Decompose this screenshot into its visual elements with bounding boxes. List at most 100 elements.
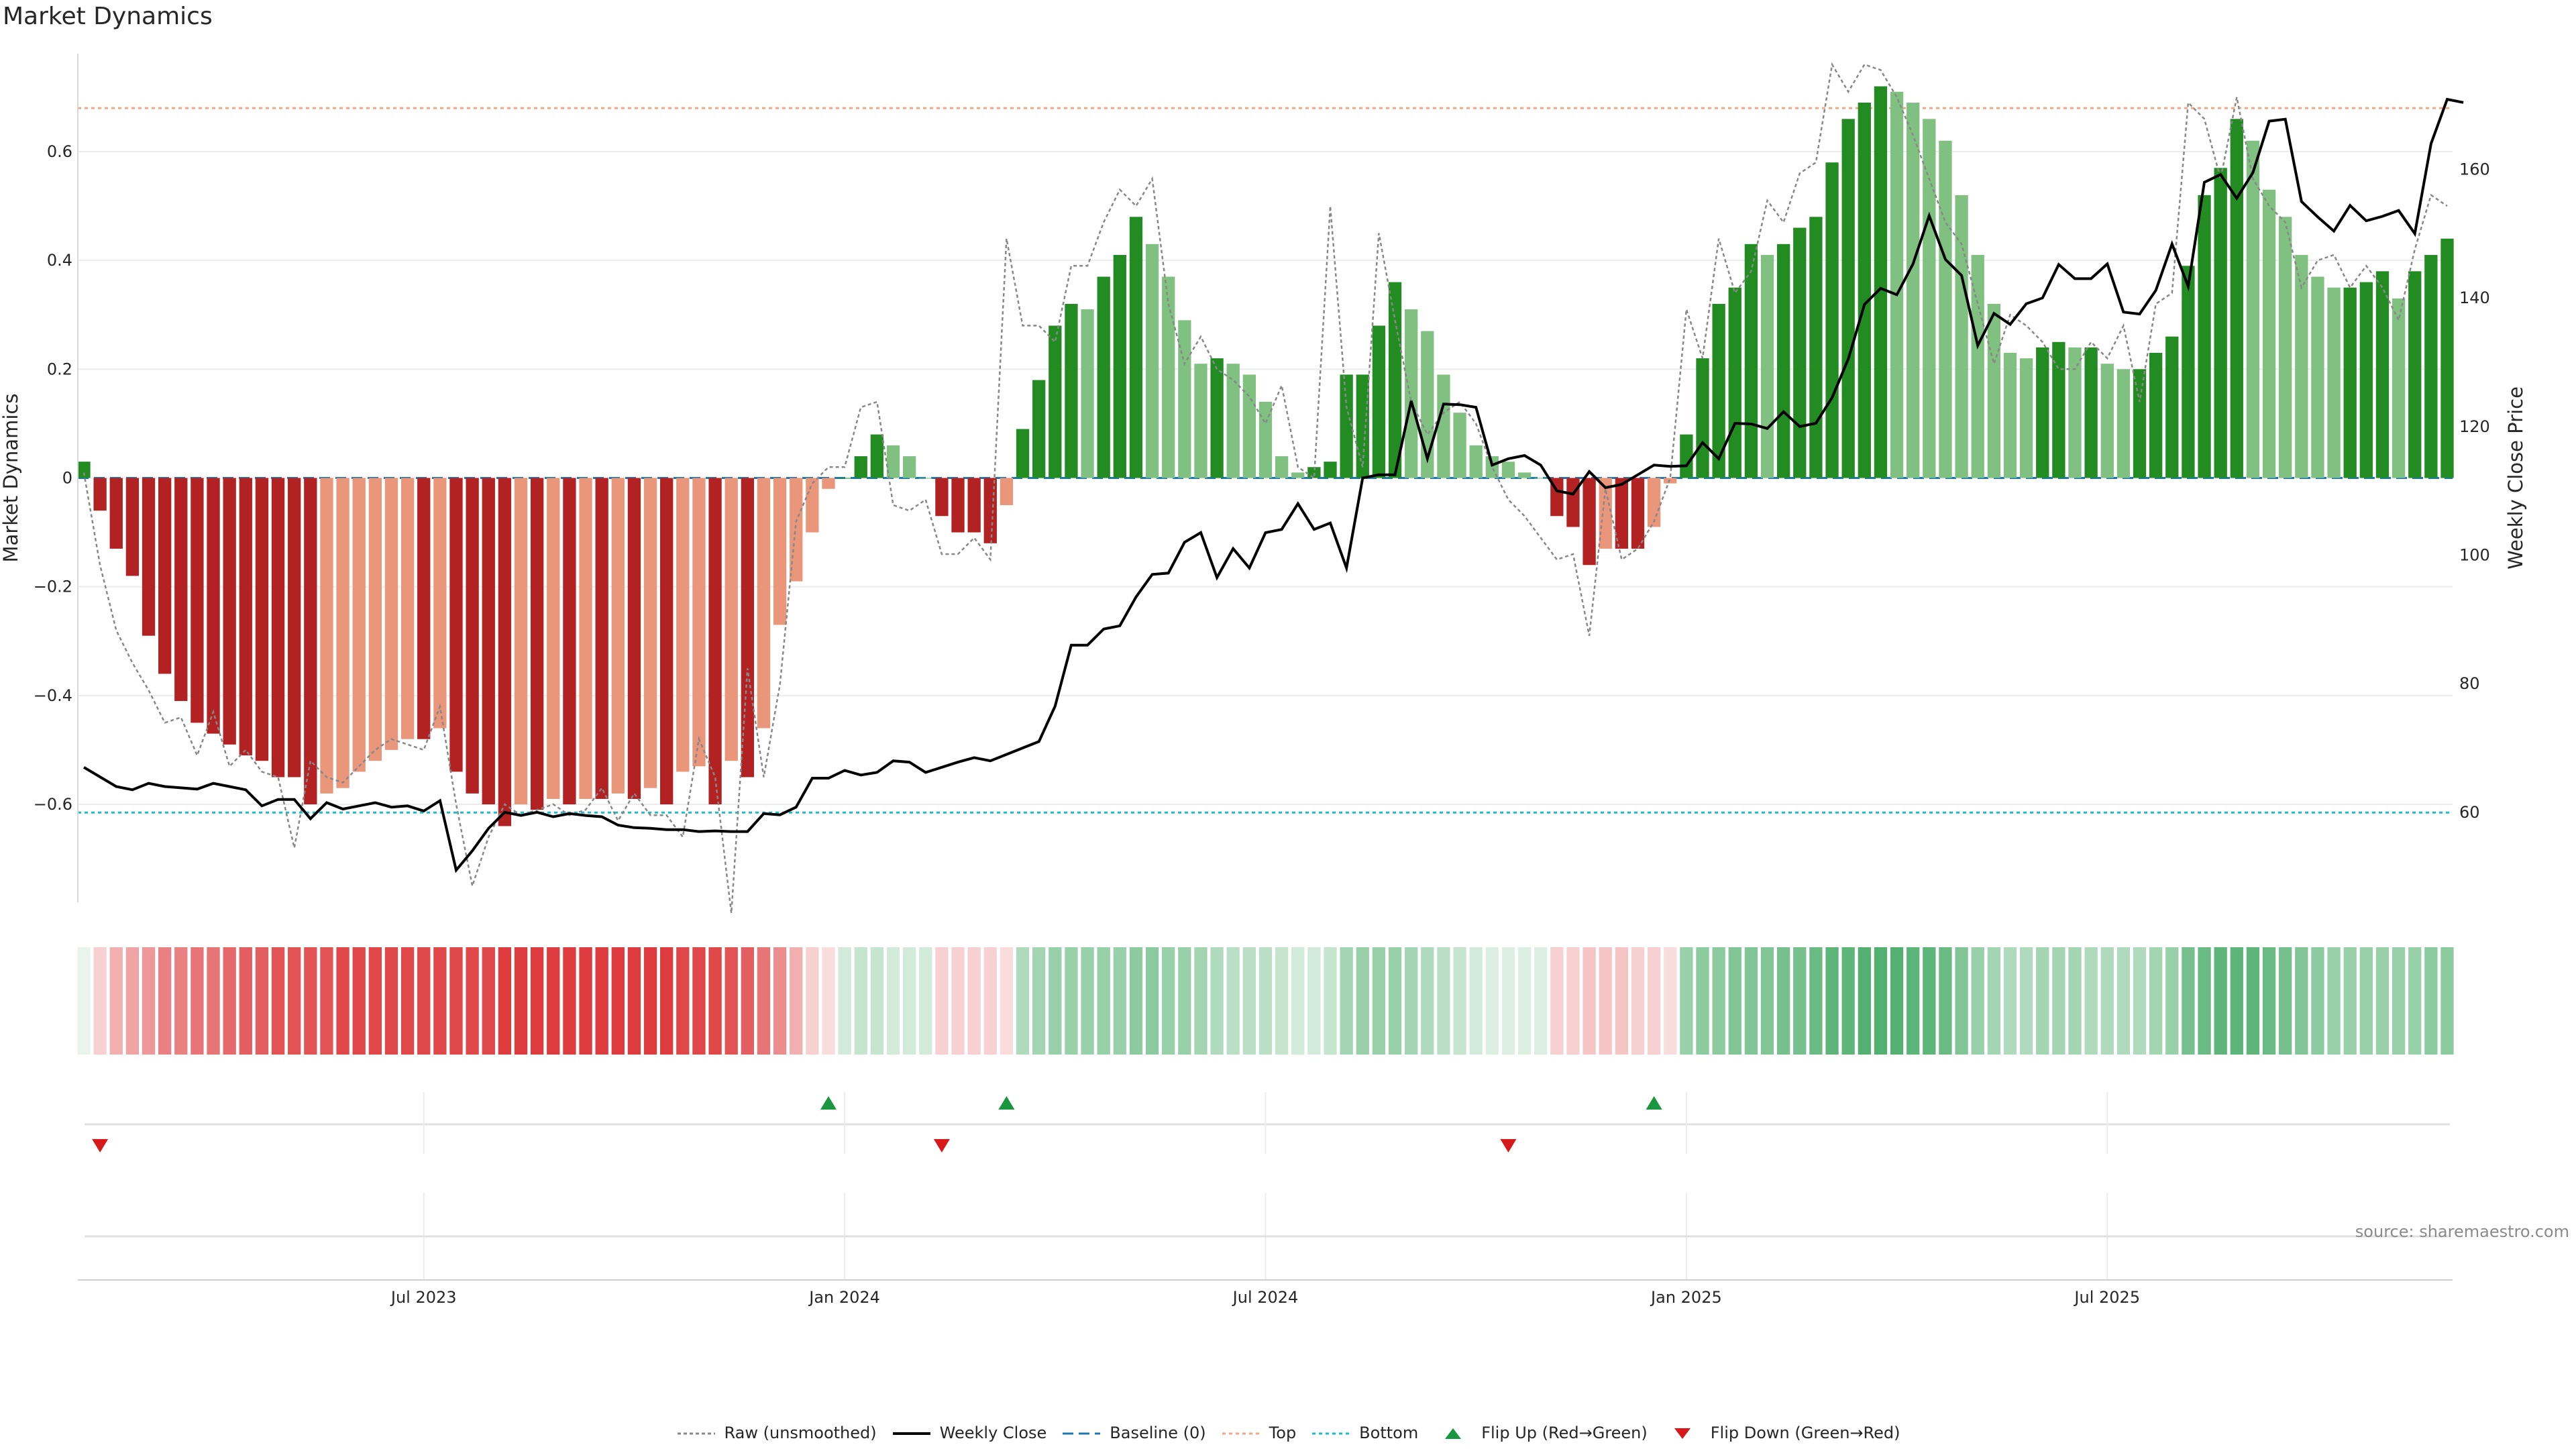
market-dynamics-bar [2246, 140, 2260, 478]
market-dynamics-bar [1065, 304, 1078, 478]
legend-label: Weekly Close [939, 1424, 1047, 1442]
market-dynamics-bar [2084, 347, 2098, 478]
y-tick-label: −0.4 [34, 686, 72, 705]
market-dynamics-bar [627, 478, 641, 799]
heat-band-cell [466, 947, 479, 1055]
market-dynamics-bar [1874, 86, 1888, 478]
heat-band-cell [174, 947, 188, 1055]
y-right-tick-label: 100 [2459, 546, 2490, 565]
heat-band-cell [676, 947, 690, 1055]
legend-label: Bottom [1359, 1424, 1419, 1442]
heat-band-cell [2133, 947, 2147, 1055]
flip-markers [85, 1096, 2450, 1152]
legend-swatch-bottom [1312, 1432, 1350, 1435]
heat-band-cell [1453, 947, 1466, 1055]
market-dynamics-bar [223, 478, 236, 745]
market-dynamics-bar [77, 462, 91, 478]
heat-band-cell [2392, 947, 2406, 1055]
heat-band-cell [1987, 947, 2001, 1055]
heat-band-cell [1258, 947, 1273, 1055]
market-dynamics-bar [1485, 456, 1499, 478]
market-dynamics-bar [757, 478, 771, 729]
heat-band-cell [2279, 947, 2292, 1055]
market-dynamics-bar [660, 478, 674, 805]
heat-band-cell [2165, 947, 2179, 1055]
heat-band-cell [2440, 947, 2454, 1055]
market-dynamics-bar [1405, 309, 1418, 478]
heat-band-cell [1566, 947, 1580, 1055]
market-dynamics-bar [1534, 478, 1548, 479]
heat-band-cell [579, 947, 592, 1055]
heat-band-cell [2084, 947, 2098, 1055]
market-dynamics-bar [2165, 336, 2179, 478]
source-note: source: sharemaestro.com [2355, 1222, 2569, 1241]
heat-band-cell [1664, 947, 1677, 1055]
heat-band-cell [1760, 947, 1774, 1055]
market-dynamics-bar [1858, 102, 1871, 478]
market-dynamics-bar [1907, 102, 1920, 478]
market-dynamics-bar [983, 478, 997, 543]
market-dynamics-bar [1388, 282, 1402, 478]
heat-band-cell [2198, 947, 2211, 1055]
market-dynamics-bar [1049, 325, 1062, 478]
market-dynamics-bar [1566, 478, 1580, 527]
market-dynamics-bar [611, 478, 625, 794]
market-dynamics-bar [2149, 352, 2163, 478]
y-tick-label: 0.4 [47, 251, 72, 270]
flip-up-marker [998, 1096, 1015, 1110]
legend-item-raw: Raw (unsmoothed) [676, 1424, 877, 1442]
market-dynamics-bar [1760, 255, 1774, 478]
heat-band-cell [1307, 947, 1321, 1055]
heat-band-cell [2036, 947, 2049, 1055]
market-dynamics-bar [951, 478, 965, 533]
y-tick-label: 0 [62, 469, 72, 488]
market-dynamics-bar [2392, 298, 2406, 478]
heat-band-cell [498, 947, 512, 1055]
market-dynamics-bar [2375, 271, 2390, 478]
heat-band-cell [2359, 947, 2373, 1055]
heat-band-cell [304, 947, 317, 1055]
heat-band-cell [1226, 947, 1240, 1055]
market-dynamics-bar [1145, 244, 1159, 478]
market-dynamics-bar [1615, 478, 1629, 549]
market-dynamics-bar [1582, 478, 1596, 566]
y-right-tick-label: 60 [2459, 803, 2480, 822]
y-tick-label: 0.6 [47, 142, 72, 161]
heat-band-cell [1777, 947, 1790, 1055]
heat-band-cell [627, 947, 641, 1055]
heat-band-cell [368, 947, 382, 1055]
legend-item-close: Weekly Close [892, 1424, 1047, 1442]
market-dynamics-bar [790, 478, 803, 582]
heat-band-cell [1793, 947, 1807, 1055]
market-dynamics-bar [902, 456, 916, 478]
legend-swatch-raw [677, 1432, 715, 1435]
heat-band-cell [1324, 947, 1337, 1055]
heat-band-cell [2052, 947, 2065, 1055]
heat-band-cell [2100, 947, 2114, 1055]
heat-band-cell [595, 947, 608, 1055]
market-dynamics-bar [449, 478, 463, 772]
market-dynamics-bar [93, 478, 107, 511]
legend-swatch-close [892, 1432, 930, 1435]
heat-band-cell [1728, 947, 1741, 1055]
y-tick-label: −0.2 [34, 578, 72, 596]
heat-band-cell [1016, 947, 1030, 1055]
market-dynamics-bar [2440, 238, 2454, 478]
y-right-tick-label: 160 [2459, 160, 2490, 179]
heat-band-cell [611, 947, 625, 1055]
heat-band-cell [1000, 947, 1014, 1055]
market-dynamics-bar [2036, 347, 2049, 478]
heat-band-cell [724, 947, 738, 1055]
heat-band-cell [1517, 947, 1532, 1055]
heat-band-cell [93, 947, 107, 1055]
axes: −0.6 −0.4 −0.2 0 0.2 0.4 0.6 60 80 100 120 140 160 Ma… [0, 54, 2527, 1307]
heat-band-cell [1242, 947, 1256, 1055]
heat-band-cell [1405, 947, 1418, 1055]
heat-band-cell [352, 947, 366, 1055]
market-dynamics-bar [109, 478, 123, 549]
heat-band-cell [2182, 947, 2195, 1055]
market-dynamics-bar [870, 434, 884, 478]
chart-legend: Raw (unsmoothed) Weekly Close Baseline (0)… [0, 1424, 2576, 1442]
heat-band-cell [1421, 947, 1434, 1055]
